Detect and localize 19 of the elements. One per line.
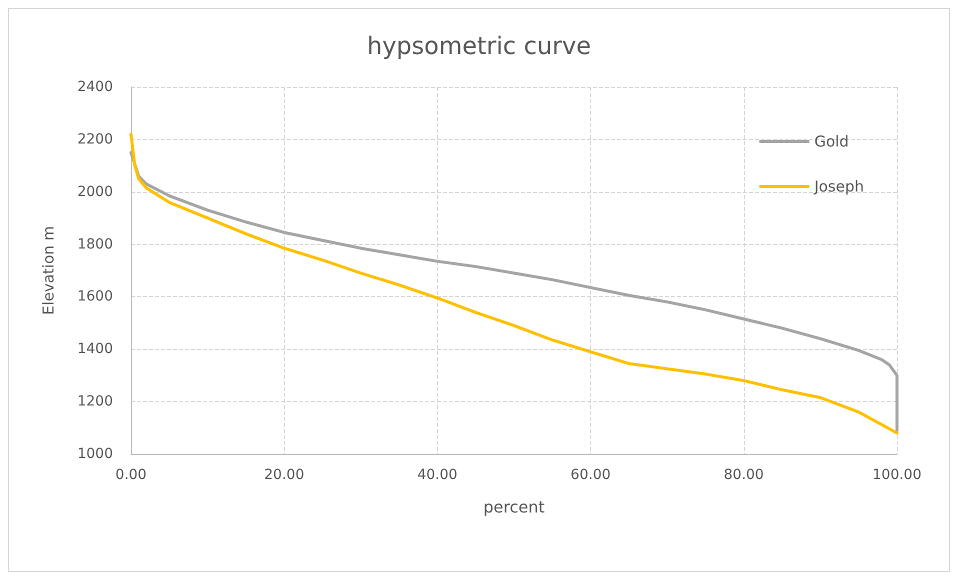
x-tick-label: 0.00: [115, 467, 147, 483]
y-tick-label: 2000: [77, 184, 113, 200]
x-tick-label: 60.00: [570, 467, 611, 483]
x-tick-label: 20.00: [264, 467, 304, 483]
chart-title: hypsometric curve: [367, 32, 591, 60]
y-tick-label: 1200: [77, 394, 113, 410]
y-tick-label: 1800: [77, 236, 113, 252]
x-tick-label: 80.00: [724, 467, 764, 483]
legend-label: Joseph: [813, 178, 864, 196]
legend-label: Gold: [814, 132, 849, 150]
y-axis-title: Elevation m: [40, 226, 58, 316]
y-tick-label: 1400: [77, 341, 113, 358]
y-tick-label: 1600: [77, 288, 113, 305]
y-tick-label: 1000: [77, 446, 113, 462]
x-axis-title: percent: [483, 498, 545, 516]
x-tick-label: 40.00: [417, 467, 458, 483]
y-tick-label: 2200: [77, 131, 113, 148]
x-tick-label: 100.00: [872, 467, 922, 483]
y-tick-label: 2400: [77, 79, 113, 95]
